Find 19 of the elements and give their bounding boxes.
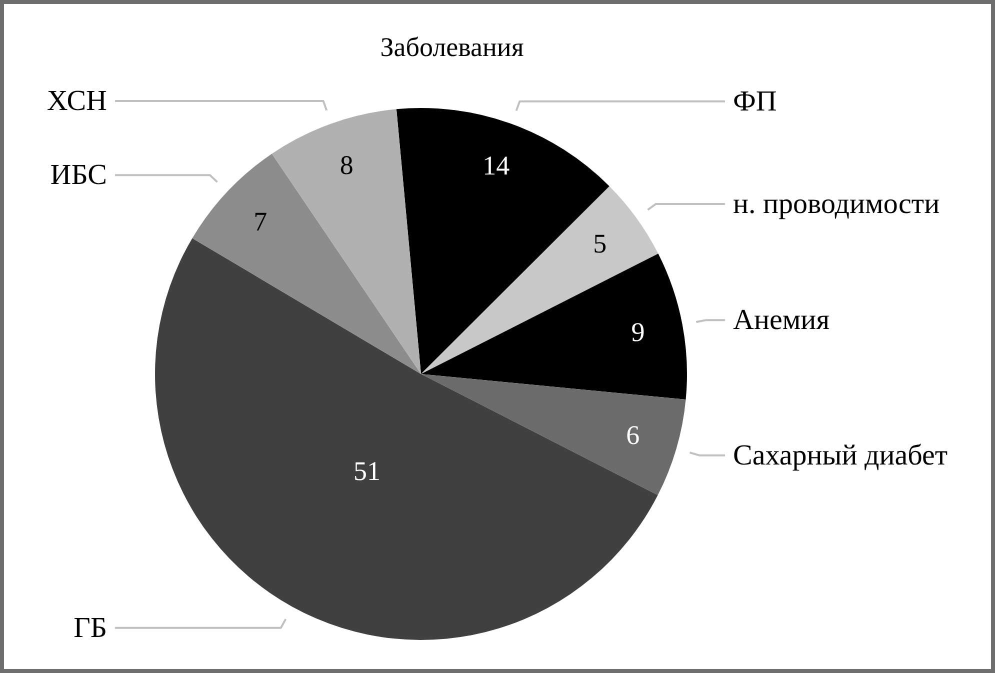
data-label: 51 [354, 456, 381, 486]
data-label: 8 [340, 150, 354, 180]
pie-slice [192, 154, 421, 374]
slice-label: Анемия [733, 304, 830, 336]
pie-slice [272, 109, 421, 374]
data-label: 6 [626, 420, 640, 450]
data-label: 9 [631, 317, 645, 348]
pie-slice [421, 186, 658, 374]
data-label: 14 [482, 150, 510, 180]
pie-slice [421, 374, 686, 496]
slice-label: ГБ [74, 612, 107, 644]
slice-label: Сахарный диабет [733, 439, 948, 472]
data-label: 7 [254, 206, 268, 237]
slice-label: н. проводимости [733, 188, 940, 220]
chart-title: Заболевания [380, 32, 524, 62]
data-label: 5 [593, 228, 607, 259]
slice-label: ИБС [50, 159, 107, 192]
slice-label: ХСН [46, 84, 108, 117]
slice-label: ФП [733, 85, 777, 118]
